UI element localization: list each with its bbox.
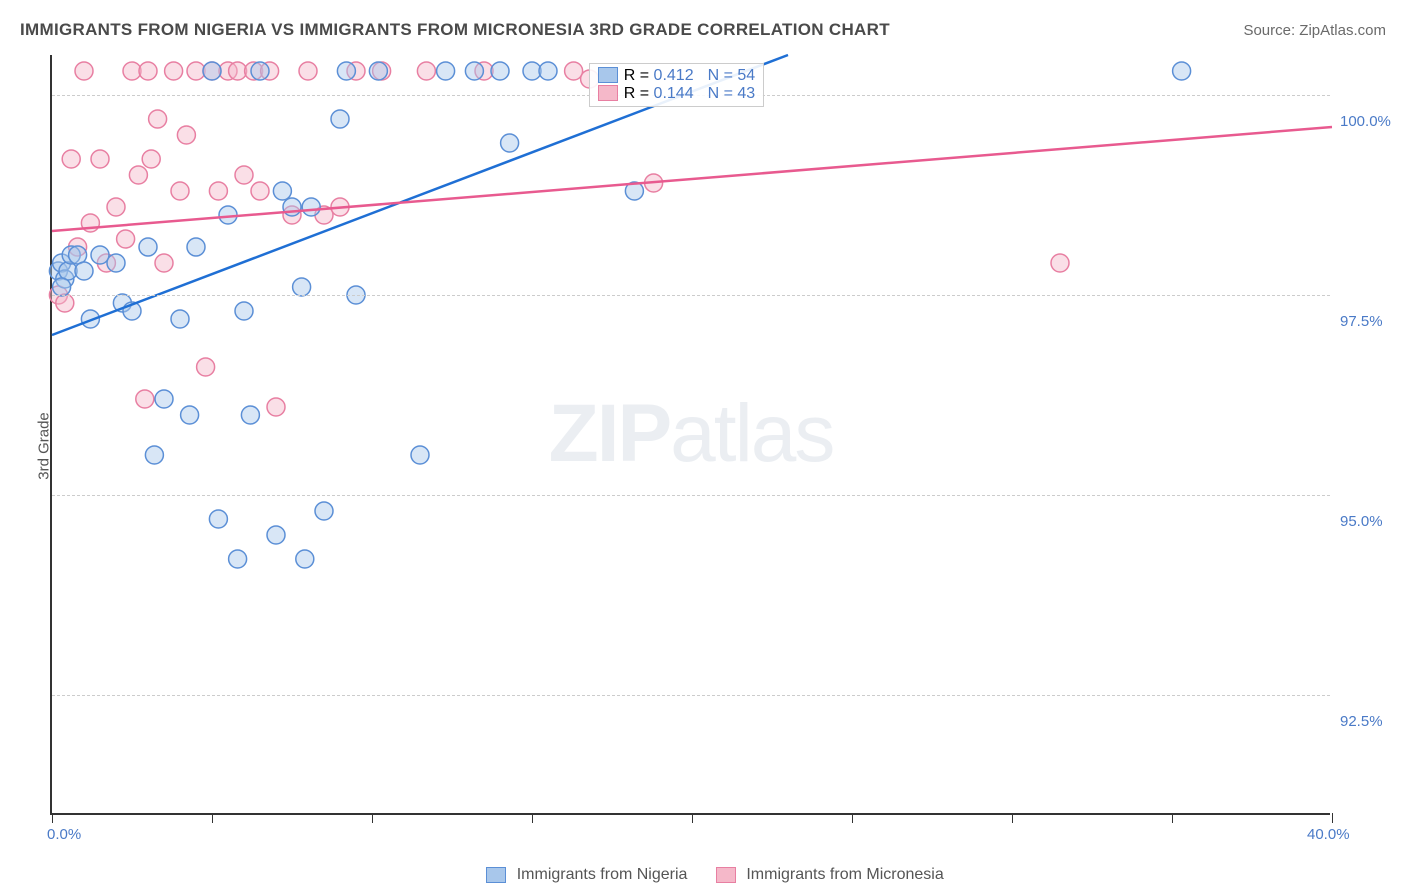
bottom-legend: Immigrants from Nigeria Immigrants from … <box>0 866 1406 884</box>
chart-container: IMMIGRANTS FROM NIGERIA VS IMMIGRANTS FR… <box>0 0 1406 892</box>
scatter-point-nigeria <box>155 390 173 408</box>
scatter-point-nigeria <box>171 310 189 328</box>
legend-swatch-nigeria <box>486 867 506 883</box>
scatter-point-nigeria <box>491 62 509 80</box>
scatter-point-micronesia <box>209 182 227 200</box>
scatter-point-nigeria <box>251 62 269 80</box>
chart-title: IMMIGRANTS FROM NIGERIA VS IMMIGRANTS FR… <box>20 20 890 40</box>
scatter-point-nigeria <box>539 62 557 80</box>
legend-n-label: N = <box>708 85 738 102</box>
source-label: Source: ZipAtlas.com <box>1243 22 1386 39</box>
scatter-point-micronesia <box>139 62 157 80</box>
scatter-point-micronesia <box>91 150 109 168</box>
scatter-point-micronesia <box>165 62 183 80</box>
legend-row-nigeria: R = 0.412 N = 54 <box>598 67 755 85</box>
legend-r-label: R = <box>624 85 654 102</box>
legend-label-micronesia: Immigrants from Micronesia <box>746 866 943 883</box>
legend-label-nigeria: Immigrants from Nigeria <box>517 866 688 883</box>
scatter-point-micronesia <box>136 390 154 408</box>
scatter-point-nigeria <box>1173 62 1191 80</box>
scatter-point-micronesia <box>267 398 285 416</box>
scatter-point-micronesia <box>107 198 125 216</box>
x-tick <box>212 813 213 823</box>
scatter-point-micronesia <box>62 150 80 168</box>
scatter-point-nigeria <box>331 110 349 128</box>
y-tick-label: 95.0% <box>1340 513 1400 530</box>
legend-r-value-micronesia: 0.144 <box>654 85 694 102</box>
x-tick <box>852 813 853 823</box>
scatter-point-nigeria <box>465 62 483 80</box>
scatter-point-nigeria <box>181 406 199 424</box>
scatter-point-micronesia <box>117 230 135 248</box>
scatter-point-micronesia <box>171 182 189 200</box>
legend-n-value-micronesia: 43 <box>737 85 755 102</box>
x-tick <box>692 813 693 823</box>
scatter-point-micronesia <box>299 62 317 80</box>
legend-r-value-nigeria: 0.412 <box>654 67 694 84</box>
scatter-point-micronesia <box>149 110 167 128</box>
scatter-point-nigeria <box>501 134 519 152</box>
scatter-point-micronesia <box>565 62 583 80</box>
scatter-point-nigeria <box>75 262 93 280</box>
scatter-point-nigeria <box>53 278 71 296</box>
correlation-legend: R = 0.412 N = 54 R = 0.144 N = 43 <box>589 63 764 107</box>
scatter-point-nigeria <box>91 246 109 264</box>
scatter-point-micronesia <box>75 62 93 80</box>
scatter-point-nigeria <box>302 198 320 216</box>
scatter-point-nigeria <box>411 446 429 464</box>
scatter-point-micronesia <box>417 62 435 80</box>
gridline-h <box>52 495 1330 496</box>
plot-area: ZIPatlas 92.5%95.0%97.5%100.0%0.0%40.0%R… <box>50 55 1330 815</box>
scatter-point-micronesia <box>56 294 74 312</box>
scatter-point-nigeria <box>187 238 205 256</box>
x-tick <box>1172 813 1173 823</box>
scatter-point-nigeria <box>267 526 285 544</box>
scatter-point-nigeria <box>241 406 259 424</box>
y-tick-label: 100.0% <box>1340 113 1400 130</box>
gridline-h <box>52 295 1330 296</box>
y-tick-label: 92.5% <box>1340 713 1400 730</box>
legend-swatch-micronesia <box>598 85 618 101</box>
scatter-point-micronesia <box>235 166 253 184</box>
scatter-point-nigeria <box>107 254 125 272</box>
y-tick-label: 97.5% <box>1340 313 1400 330</box>
x-tick <box>1332 813 1333 823</box>
scatter-point-nigeria <box>203 62 221 80</box>
scatter-point-micronesia <box>155 254 173 272</box>
legend-row-micronesia: R = 0.144 N = 43 <box>598 85 755 103</box>
scatter-point-nigeria <box>209 510 227 528</box>
x-tick <box>52 813 53 823</box>
legend-swatch-micronesia <box>716 867 736 883</box>
x-tick <box>532 813 533 823</box>
scatter-point-nigeria <box>337 62 355 80</box>
legend-r-label: R = <box>624 67 654 84</box>
x-tick <box>1012 813 1013 823</box>
scatter-point-nigeria <box>437 62 455 80</box>
scatter-point-nigeria <box>296 550 314 568</box>
scatter-point-micronesia <box>1051 254 1069 272</box>
scatter-point-nigeria <box>235 302 253 320</box>
legend-n-label: N = <box>708 67 738 84</box>
scatter-point-micronesia <box>197 358 215 376</box>
scatter-point-micronesia <box>142 150 160 168</box>
x-tick <box>372 813 373 823</box>
x-tick-label: 40.0% <box>1307 826 1350 843</box>
scatter-point-micronesia <box>129 166 147 184</box>
scatter-point-nigeria <box>145 446 163 464</box>
x-tick-label: 0.0% <box>47 826 81 843</box>
legend-n-value-nigeria: 54 <box>737 67 755 84</box>
scatter-point-micronesia <box>251 182 269 200</box>
scatter-point-micronesia <box>177 126 195 144</box>
scatter-point-nigeria <box>229 550 247 568</box>
chart-svg <box>52 55 1330 813</box>
gridline-h <box>52 695 1330 696</box>
scatter-point-nigeria <box>139 238 157 256</box>
scatter-point-nigeria <box>315 502 333 520</box>
legend-swatch-nigeria <box>598 67 618 83</box>
scatter-point-nigeria <box>293 278 311 296</box>
scatter-point-nigeria <box>273 182 291 200</box>
scatter-point-nigeria <box>283 198 301 216</box>
scatter-point-nigeria <box>369 62 387 80</box>
